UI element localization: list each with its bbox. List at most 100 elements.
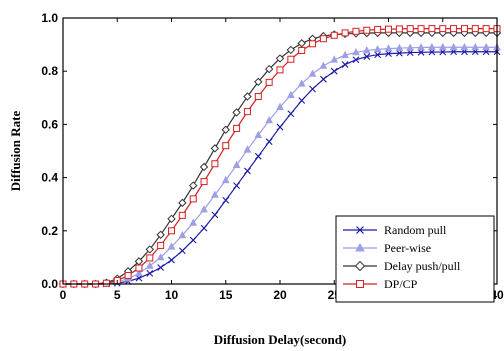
data-point-dp-cp bbox=[450, 25, 458, 33]
data-point-random-pull bbox=[320, 75, 327, 83]
data-point-peer-wise bbox=[373, 45, 382, 53]
legend-label-delay-push-pull: Delay push/pull bbox=[384, 259, 461, 273]
x-tick-label: 20 bbox=[273, 288, 287, 302]
legend: Random pull Peer-wise Delay push/pull DP… bbox=[335, 215, 495, 303]
data-point-peer-wise bbox=[319, 61, 328, 69]
data-point-peer-wise bbox=[330, 55, 339, 63]
legend-entry-delay-push-pull: Delay push/pull bbox=[343, 259, 461, 273]
series-peer-wise bbox=[59, 42, 501, 287]
data-point-random-pull bbox=[244, 167, 251, 175]
data-point-dp-cp bbox=[460, 25, 468, 33]
data-point-random-pull bbox=[341, 61, 349, 68]
data-point-dp-cp bbox=[385, 25, 392, 33]
data-point-peer-wise bbox=[460, 42, 469, 51]
data-point-peer-wise bbox=[189, 218, 198, 226]
data-point-peer-wise bbox=[471, 42, 480, 51]
data-point-delay-push-pull bbox=[167, 214, 176, 224]
data-point-delay-push-pull bbox=[178, 198, 187, 208]
data-point-peer-wise bbox=[297, 79, 306, 87]
data-point-dp-cp bbox=[439, 25, 447, 33]
y-tick-label: 0.4 bbox=[41, 171, 58, 185]
data-point-dp-cp bbox=[233, 124, 241, 132]
data-point-dp-cp bbox=[287, 55, 295, 63]
legend-entry-peer-wise: Peer-wise bbox=[343, 241, 431, 255]
plot-marks bbox=[58, 25, 502, 289]
x-axis-title: Diffusion Delay(second) bbox=[214, 332, 347, 347]
data-point-peer-wise bbox=[482, 42, 491, 51]
data-point-delay-push-pull bbox=[297, 39, 306, 48]
legend-entry-dp-cp: DP/CP bbox=[343, 277, 418, 291]
data-point-dp-cp bbox=[254, 92, 262, 100]
y-tick-label: 0.6 bbox=[41, 117, 58, 131]
y-tick-label: 0.2 bbox=[41, 224, 58, 238]
data-point-dp-cp bbox=[298, 46, 306, 54]
data-point-dp-cp bbox=[189, 195, 197, 203]
data-point-random-pull bbox=[287, 110, 295, 118]
data-point-random-pull bbox=[276, 123, 284, 131]
data-point-dp-cp bbox=[363, 26, 371, 34]
data-point-peer-wise bbox=[308, 69, 317, 77]
legend-entry-random-pull: Random pull bbox=[343, 223, 447, 237]
data-point-dp-cp bbox=[135, 264, 143, 272]
legend-label-random-pull: Random pull bbox=[384, 223, 447, 237]
data-point-delay-push-pull bbox=[275, 54, 285, 63]
data-point-peer-wise bbox=[232, 160, 241, 168]
data-point-random-pull bbox=[330, 67, 338, 75]
data-point-dp-cp bbox=[406, 25, 414, 33]
data-point-random-pull bbox=[200, 224, 208, 232]
data-point-peer-wise bbox=[438, 42, 447, 51]
legend-marker-dp-cp bbox=[356, 280, 364, 288]
y-axis-title: Diffusion Rate bbox=[8, 111, 23, 192]
x-tick-label: 15 bbox=[219, 288, 233, 302]
data-point-dp-cp bbox=[428, 25, 436, 33]
data-point-dp-cp bbox=[374, 25, 382, 33]
data-point-random-pull bbox=[298, 97, 306, 104]
data-point-peer-wise bbox=[265, 116, 274, 124]
data-point-dp-cp bbox=[168, 227, 175, 235]
data-point-dp-cp bbox=[309, 40, 317, 48]
data-point-dp-cp bbox=[276, 66, 284, 74]
data-point-random-pull bbox=[222, 196, 230, 204]
legend-label-dp-cp: DP/CP bbox=[384, 277, 418, 291]
legend-marker-random-pull bbox=[356, 226, 364, 234]
data-point-peer-wise bbox=[417, 43, 425, 51]
y-tick-label: 1.0 bbox=[41, 11, 58, 25]
data-point-dp-cp bbox=[352, 27, 360, 35]
data-point-dp-cp bbox=[200, 178, 208, 186]
data-point-dp-cp bbox=[482, 25, 490, 33]
legend-marker-peer-wise bbox=[355, 242, 365, 252]
data-point-peer-wise bbox=[395, 43, 404, 51]
data-point-peer-wise bbox=[145, 261, 154, 269]
data-point-dp-cp bbox=[395, 25, 403, 33]
data-point-peer-wise bbox=[406, 43, 415, 51]
series-dp-cp bbox=[59, 25, 501, 288]
data-point-dp-cp bbox=[146, 254, 154, 262]
data-point-delay-push-pull bbox=[254, 77, 263, 87]
data-point-dp-cp bbox=[211, 160, 219, 168]
data-point-dp-cp bbox=[330, 31, 338, 39]
data-point-peer-wise bbox=[178, 230, 187, 239]
data-point-random-pull bbox=[233, 182, 240, 189]
data-point-dp-cp bbox=[124, 271, 132, 279]
data-point-peer-wise bbox=[352, 47, 360, 56]
x-tick-label: 10 bbox=[165, 288, 179, 302]
data-point-random-pull bbox=[395, 49, 403, 57]
data-point-random-pull bbox=[157, 264, 165, 271]
x-tick-label: 0 bbox=[60, 288, 67, 302]
data-point-delay-push-pull bbox=[264, 64, 274, 74]
data-point-peer-wise bbox=[211, 190, 219, 198]
data-point-peer-wise bbox=[254, 130, 263, 138]
data-point-random-pull bbox=[265, 138, 273, 146]
data-point-delay-push-pull bbox=[156, 230, 165, 239]
y-tick-label: 0.0 bbox=[41, 277, 58, 291]
data-point-random-pull bbox=[189, 236, 197, 244]
data-point-peer-wise bbox=[276, 102, 284, 111]
data-point-random-pull bbox=[363, 53, 371, 60]
x-tick-label: 5 bbox=[114, 288, 121, 302]
data-point-dp-cp bbox=[471, 25, 479, 33]
data-point-dp-cp bbox=[178, 211, 186, 219]
data-point-random-pull bbox=[178, 247, 186, 255]
data-point-peer-wise bbox=[341, 50, 349, 59]
y-tick-label: 0.8 bbox=[41, 64, 58, 78]
